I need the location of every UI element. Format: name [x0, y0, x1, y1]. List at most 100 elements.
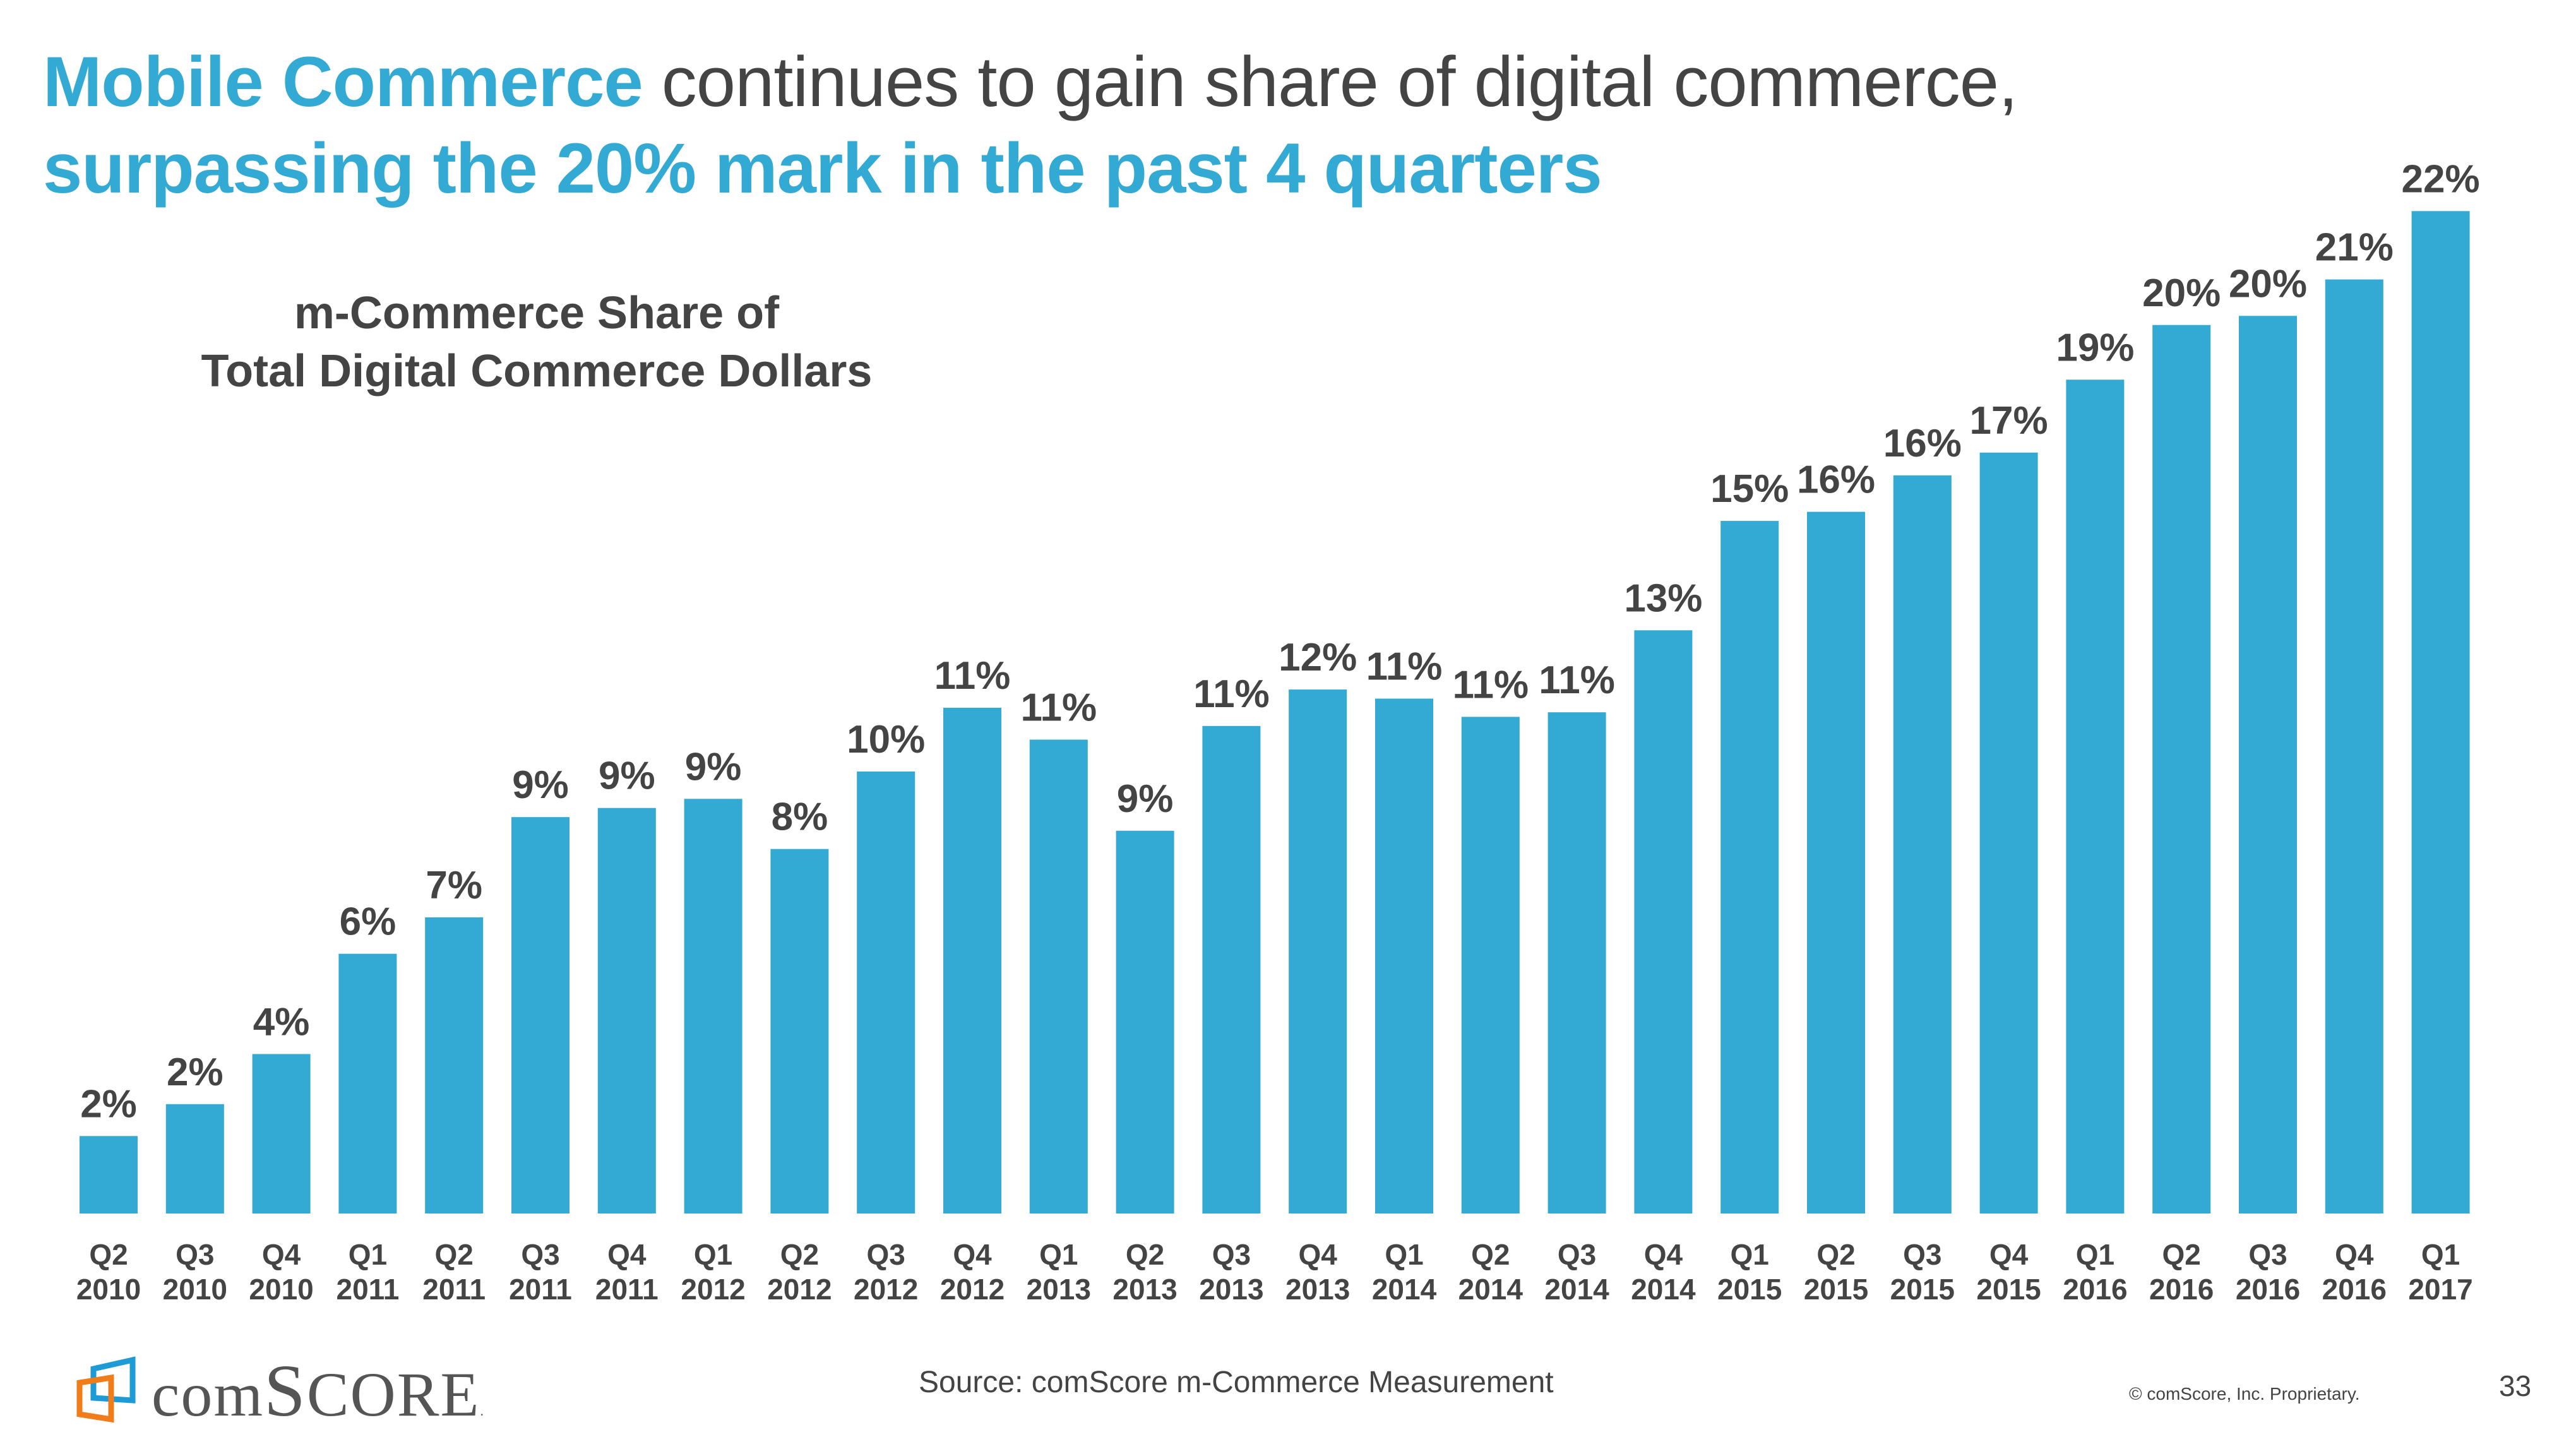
bar-q1-2017 — [2411, 211, 2470, 1213]
x-tick-label-quarter: Q1 — [1039, 1238, 1078, 1271]
wordmark-part-3: CORE — [306, 1359, 480, 1429]
value-label: 16% — [1883, 422, 1962, 465]
value-label: 16% — [1797, 458, 1875, 502]
copyright-note: © comScore, Inc. Proprietary. — [2129, 1384, 2360, 1404]
x-tick-label-quarter: Q2 — [1126, 1238, 1164, 1271]
bar-q3-2015 — [1893, 475, 1952, 1213]
bar-q3-2011 — [511, 817, 569, 1213]
value-label: 11% — [1193, 672, 1270, 716]
value-label: 13% — [1624, 576, 1702, 620]
source-note: Source: comScore m-Commerce Measurement — [919, 1366, 1554, 1399]
value-label: 9% — [685, 745, 742, 789]
value-label: 12% — [1279, 636, 1357, 679]
x-tick-label-year: 2016 — [2063, 1273, 2127, 1306]
comscore-logo: comSCORE. — [75, 1349, 485, 1432]
bar-q2-2013 — [1116, 830, 1174, 1213]
bar-q3-2012 — [857, 771, 915, 1213]
wordmark-part-1: com — [152, 1359, 265, 1429]
x-tick-label-quarter: Q4 — [1644, 1238, 1683, 1271]
x-tick-label-year: 2013 — [1112, 1273, 1177, 1306]
bar-q3-2010 — [165, 1104, 224, 1213]
value-label: 2% — [80, 1082, 137, 1126]
chart-title: m-Commerce Share of Total Digital Commer… — [126, 284, 947, 400]
x-tick-label-quarter: Q2 — [780, 1238, 819, 1271]
x-tick-label-quarter: Q2 — [2162, 1238, 2201, 1271]
x-tick-label-quarter: Q4 — [262, 1238, 301, 1271]
value-label: 2% — [167, 1051, 224, 1094]
x-tick-label-quarter: Q4 — [2335, 1238, 2374, 1271]
x-tick-label-quarter: Q2 — [89, 1238, 128, 1271]
value-label: 9% — [512, 763, 569, 807]
x-tick-label-year: 2014 — [1631, 1273, 1696, 1306]
title-line-1: Mobile Commerce continues to gain share … — [43, 39, 2063, 126]
x-tick-label-year: 2014 — [1544, 1273, 1609, 1306]
x-tick-label-quarter: Q2 — [435, 1238, 474, 1271]
x-tick-label-year: 2011 — [337, 1273, 400, 1306]
bar-q4-2015 — [1979, 452, 2038, 1213]
title-accent: Mobile Commerce — [43, 42, 643, 121]
title-line-2: surpassing the 20% mark in the past 4 qu… — [43, 128, 1602, 208]
bar-q1-2012 — [684, 799, 742, 1213]
bar-q2-2014 — [1461, 717, 1520, 1213]
slide-title: Mobile Commerce continues to gain share … — [43, 39, 2063, 212]
x-tick-label-quarter: Q2 — [1816, 1238, 1855, 1271]
x-tick-label-quarter: Q1 — [2076, 1238, 2114, 1271]
x-tick-label-quarter: Q3 — [1212, 1238, 1251, 1271]
value-label: 7% — [426, 864, 482, 907]
x-tick-label-quarter: Q2 — [1471, 1238, 1510, 1271]
value-label: 15% — [1710, 467, 1789, 511]
x-tick-label-quarter: Q3 — [1558, 1238, 1596, 1271]
x-tick-label-year: 2012 — [767, 1273, 832, 1306]
value-labels-group: 2%2%4%6%7%9% 9% 9%8%10%11%11%9%11%12% 11% 11… — [80, 157, 2479, 1126]
comscore-wordmark: comSCORE. — [152, 1348, 485, 1434]
value-label: 20% — [2229, 262, 2307, 306]
x-tick-label-quarter: Q1 — [1731, 1238, 1769, 1271]
wordmark-reg: . — [480, 1403, 486, 1419]
value-label: 11% — [1366, 645, 1443, 689]
x-tick-label-year: 2011 — [422, 1273, 486, 1306]
value-label: 11% — [1020, 686, 1097, 729]
x-tick-label-year: 2014 — [1458, 1273, 1524, 1306]
x-tick-label-year: 2017 — [2408, 1273, 2472, 1306]
bar-q1-2014 — [1375, 698, 1433, 1213]
value-label: 9% — [1117, 777, 1174, 821]
wordmark-part-2: S — [264, 1349, 307, 1432]
value-label: 9% — [599, 754, 655, 798]
x-tick-label-quarter: Q3 — [867, 1238, 905, 1271]
bar-q2-2015 — [1807, 511, 1865, 1214]
x-tick-label-quarter: Q3 — [1903, 1238, 1941, 1271]
bar-q2-2010 — [80, 1136, 138, 1213]
bar-q1-2016 — [2066, 379, 2125, 1213]
bar-q3-2013 — [1202, 725, 1261, 1213]
x-tick-label-year: 2013 — [1285, 1273, 1350, 1306]
bar-q4-2014 — [1634, 630, 1693, 1213]
value-label: 11% — [934, 654, 1011, 698]
bar-q1-2013 — [1029, 739, 1088, 1213]
value-label: 4% — [253, 1000, 310, 1044]
x-tick-label-year: 2015 — [1976, 1273, 2041, 1306]
page-number: 33 — [2499, 1369, 2532, 1402]
bar-q2-2016 — [2152, 325, 2211, 1213]
x-tick-label-year: 2013 — [1027, 1273, 1091, 1306]
x-tick-label-quarter: Q4 — [1989, 1238, 2029, 1271]
x-tick-label-quarter: Q4 — [607, 1238, 647, 1271]
x-tick-label-year: 2014 — [1372, 1273, 1437, 1306]
bar-q4-2016 — [2325, 279, 2383, 1213]
x-tick-label-year: 2015 — [1717, 1273, 1782, 1306]
bar-q1-2015 — [1720, 521, 1779, 1213]
x-tick-label-year: 2012 — [940, 1273, 1005, 1306]
x-axis-labels-group: Q22010Q32010Q42010Q12011Q22011Q32011Q420… — [76, 1238, 2473, 1306]
x-tick-label-quarter: Q1 — [2421, 1238, 2460, 1271]
bar-q4-2013 — [1289, 689, 1347, 1213]
x-tick-label-quarter: Q3 — [176, 1238, 214, 1271]
value-label: 11% — [1452, 663, 1529, 707]
bar-q3-2014 — [1547, 712, 1606, 1213]
title-rest: continues to gain share of digital comme… — [642, 42, 2018, 121]
x-tick-label-year: 2011 — [509, 1273, 572, 1306]
x-tick-label-year: 2012 — [854, 1273, 918, 1306]
x-tick-label-quarter: Q3 — [521, 1238, 559, 1271]
comscore-logo-icon — [76, 1356, 136, 1423]
bars-group — [80, 211, 2470, 1214]
x-tick-label-year: 2011 — [595, 1273, 659, 1306]
